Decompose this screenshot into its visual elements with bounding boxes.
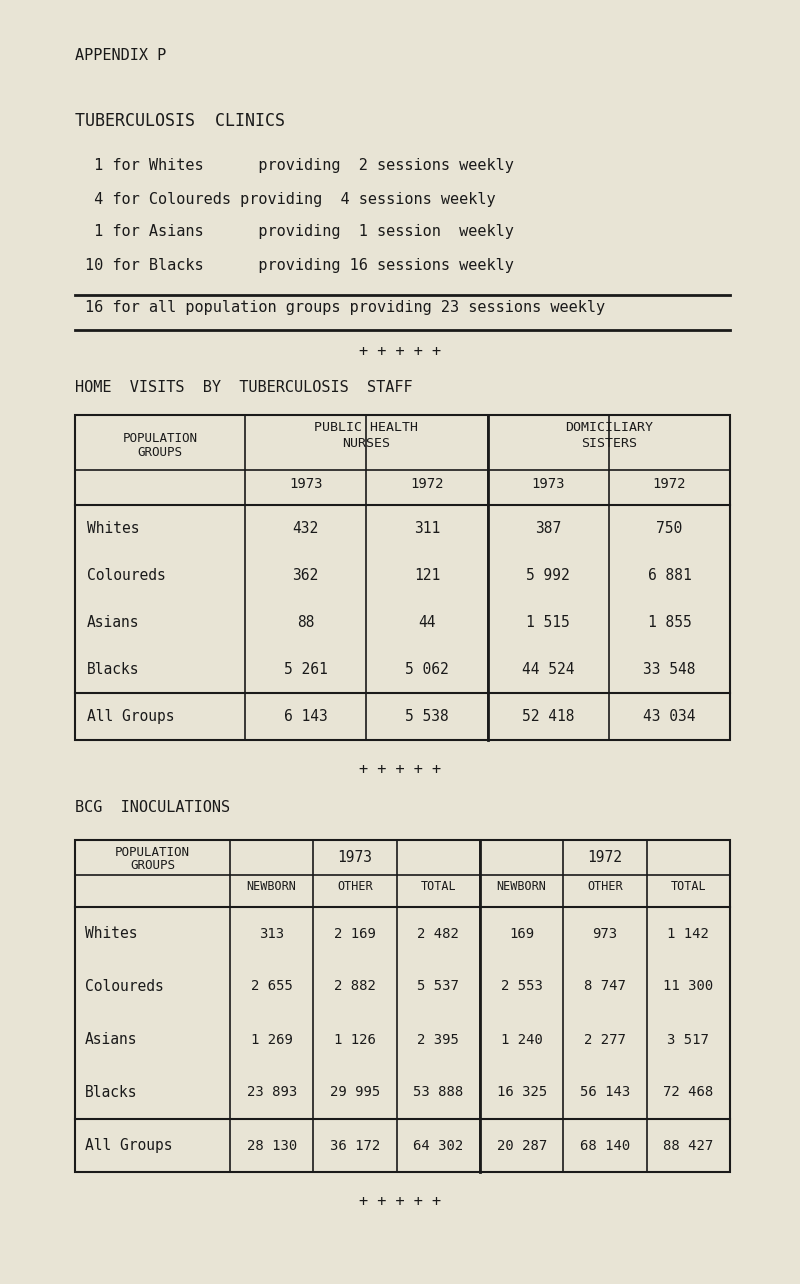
Text: 6 881: 6 881 (647, 568, 691, 583)
Text: TUBERCULOSIS  CLINICS: TUBERCULOSIS CLINICS (75, 112, 285, 130)
Text: 72 468: 72 468 (663, 1085, 714, 1099)
Text: 16 for all population groups providing 23 sessions weekly: 16 for all population groups providing 2… (85, 300, 605, 315)
Text: 36 172: 36 172 (330, 1139, 380, 1153)
Text: 362: 362 (293, 568, 318, 583)
Text: 5 261: 5 261 (284, 663, 327, 677)
Text: PUBLIC HEALTH: PUBLIC HEALTH (314, 421, 418, 434)
Text: 1 240: 1 240 (501, 1032, 542, 1046)
Text: 1973: 1973 (531, 476, 565, 490)
Text: 1973: 1973 (338, 850, 373, 865)
Bar (75, 415, 730, 740)
Text: 11 300: 11 300 (663, 980, 714, 994)
Text: APPENDIX P: APPENDIX P (75, 48, 166, 63)
Text: 10 for Blacks      providing 16 sessions weekly: 10 for Blacks providing 16 sessions week… (85, 258, 514, 273)
Text: 1 for Asians      providing  1 session  weekly: 1 for Asians providing 1 session weekly (85, 223, 514, 239)
Text: Whites: Whites (87, 521, 139, 535)
Text: 23 893: 23 893 (246, 1085, 297, 1099)
Text: 1 269: 1 269 (250, 1032, 293, 1046)
Text: TOTAL: TOTAL (670, 880, 706, 892)
Text: 2 277: 2 277 (584, 1032, 626, 1046)
Text: Blacks: Blacks (87, 663, 139, 677)
Text: SISTERS: SISTERS (581, 437, 637, 449)
Text: 750: 750 (656, 521, 682, 535)
Text: Asians: Asians (87, 615, 139, 630)
Text: 3 517: 3 517 (667, 1032, 710, 1046)
Text: 43 034: 43 034 (643, 709, 696, 724)
Text: Coloureds: Coloureds (85, 978, 164, 994)
Text: 68 140: 68 140 (580, 1139, 630, 1153)
Text: BCG  INOCULATIONS: BCG INOCULATIONS (75, 800, 230, 815)
Text: 1 855: 1 855 (647, 615, 691, 630)
Text: 5 537: 5 537 (418, 980, 459, 994)
Text: 1972: 1972 (410, 476, 444, 490)
Text: GROUPS: GROUPS (138, 446, 182, 458)
Text: 5 992: 5 992 (526, 568, 570, 583)
Text: 1 515: 1 515 (526, 615, 570, 630)
Text: OTHER: OTHER (587, 880, 623, 892)
Text: 4 for Coloureds providing  4 sessions weekly: 4 for Coloureds providing 4 sessions wee… (85, 193, 496, 207)
Text: 169: 169 (509, 927, 534, 940)
Text: 311: 311 (414, 521, 440, 535)
Text: DOMICILIARY: DOMICILIARY (565, 421, 653, 434)
Text: All Groups: All Groups (85, 1138, 173, 1153)
Text: 1 142: 1 142 (667, 927, 710, 940)
Text: 28 130: 28 130 (246, 1139, 297, 1153)
Text: 33 548: 33 548 (643, 663, 696, 677)
Text: NEWBORN: NEWBORN (246, 880, 297, 892)
Text: 2 395: 2 395 (418, 1032, 459, 1046)
Text: 2 882: 2 882 (334, 980, 376, 994)
Text: NEWBORN: NEWBORN (497, 880, 546, 892)
Bar (75, 840, 730, 1172)
Text: Coloureds: Coloureds (87, 568, 166, 583)
Text: 2 553: 2 553 (501, 980, 542, 994)
Text: Asians: Asians (85, 1032, 138, 1046)
Text: 16 325: 16 325 (497, 1085, 546, 1099)
Text: 387: 387 (535, 521, 562, 535)
Text: GROUPS: GROUPS (130, 859, 175, 872)
Text: 44: 44 (418, 615, 436, 630)
Text: 973: 973 (593, 927, 618, 940)
Text: 2 169: 2 169 (334, 927, 376, 940)
Text: 1973: 1973 (289, 476, 322, 490)
Text: 6 143: 6 143 (284, 709, 327, 724)
Text: 1 126: 1 126 (334, 1032, 376, 1046)
Text: 121: 121 (414, 568, 440, 583)
Text: 56 143: 56 143 (580, 1085, 630, 1099)
Text: 88 427: 88 427 (663, 1139, 714, 1153)
Text: 1972: 1972 (587, 850, 622, 865)
Text: TOTAL: TOTAL (421, 880, 456, 892)
Text: 20 287: 20 287 (497, 1139, 546, 1153)
Text: 88: 88 (297, 615, 314, 630)
Text: Blacks: Blacks (85, 1085, 138, 1100)
Text: 52 418: 52 418 (522, 709, 574, 724)
Text: 64 302: 64 302 (414, 1139, 463, 1153)
Text: POPULATION: POPULATION (122, 431, 198, 444)
Text: 5 538: 5 538 (405, 709, 449, 724)
Text: + + + + +: + + + + + (359, 344, 441, 360)
Text: + + + + +: + + + + + (359, 761, 441, 777)
Text: 313: 313 (259, 927, 284, 940)
Text: 432: 432 (293, 521, 318, 535)
Text: + + + + +: + + + + + (359, 1194, 441, 1210)
Text: POPULATION: POPULATION (115, 846, 190, 859)
Text: HOME  VISITS  BY  TUBERCULOSIS  STAFF: HOME VISITS BY TUBERCULOSIS STAFF (75, 380, 413, 395)
Text: 44 524: 44 524 (522, 663, 574, 677)
Text: 5 062: 5 062 (405, 663, 449, 677)
Text: 29 995: 29 995 (330, 1085, 380, 1099)
Text: Whites: Whites (85, 926, 138, 941)
Text: 1 for Whites      providing  2 sessions weekly: 1 for Whites providing 2 sessions weekly (85, 158, 514, 173)
Text: 2 655: 2 655 (250, 980, 293, 994)
Text: 1972: 1972 (653, 476, 686, 490)
Text: All Groups: All Groups (87, 709, 174, 724)
Text: 8 747: 8 747 (584, 980, 626, 994)
Text: 53 888: 53 888 (414, 1085, 463, 1099)
Text: 2 482: 2 482 (418, 927, 459, 940)
Text: NURSES: NURSES (342, 437, 390, 449)
Text: OTHER: OTHER (337, 880, 373, 892)
